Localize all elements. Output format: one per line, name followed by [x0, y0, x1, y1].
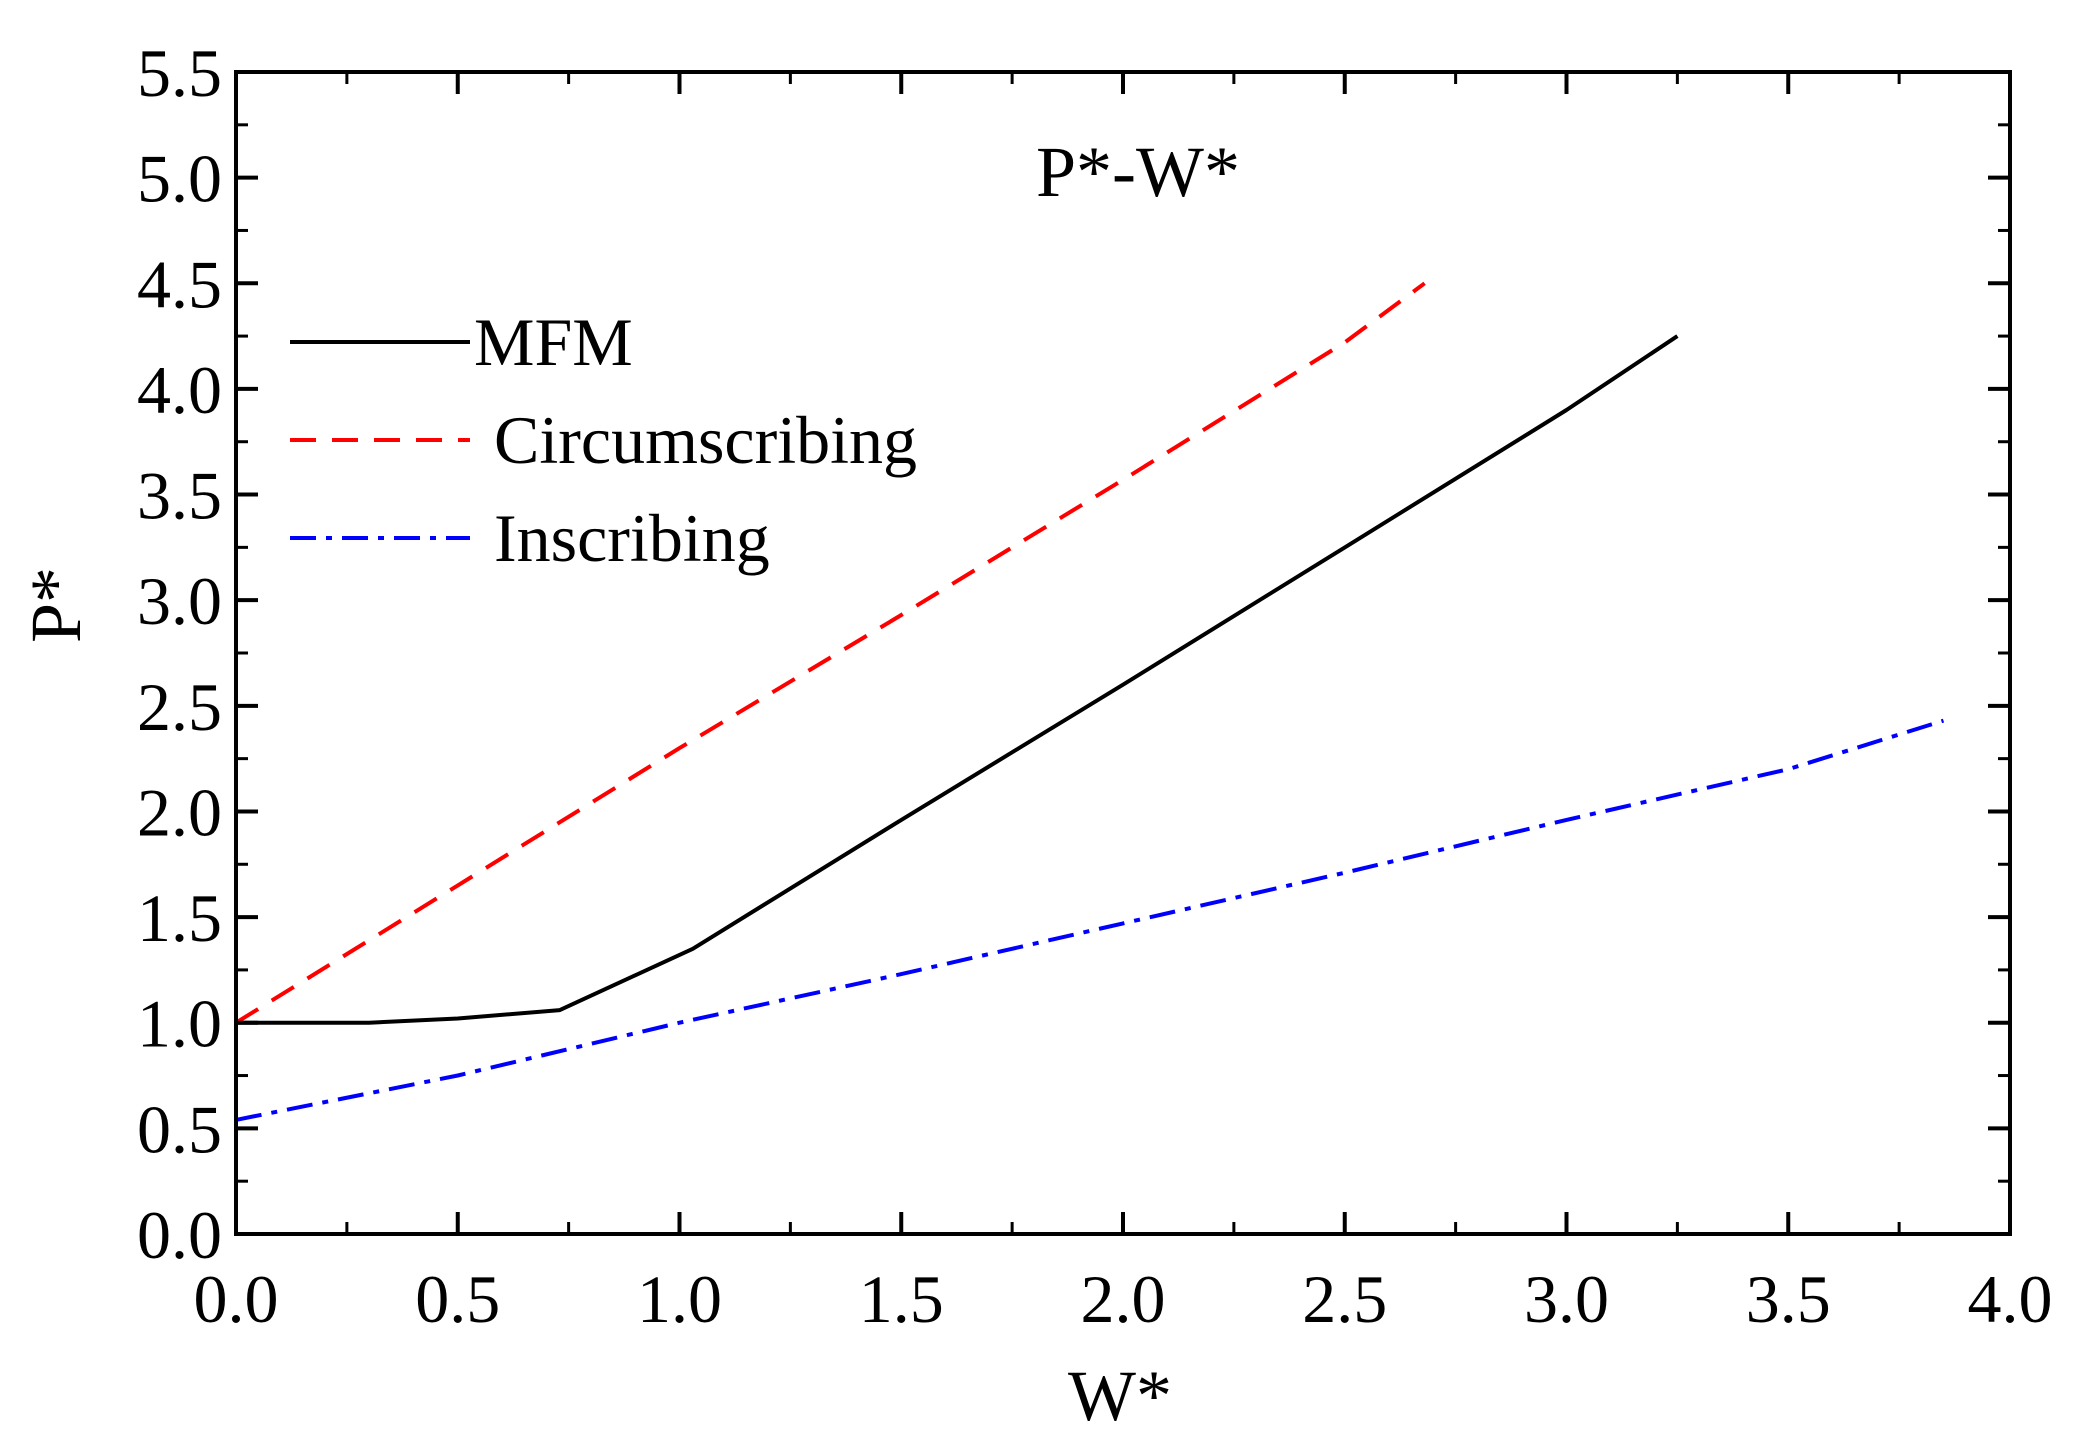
y-tick-label: 5.5: [137, 35, 222, 111]
x-tick-label: 3.0: [1524, 1261, 1609, 1337]
y-tick-label: 0.0: [137, 1197, 222, 1273]
y-axis-title: P*: [16, 567, 96, 643]
y-tick-label: 4.0: [137, 352, 222, 428]
plot-title: P*-W*: [1036, 132, 1240, 212]
series-layer: [234, 281, 1945, 1122]
tick-labels-layer: 0.0 0.5 1.0 1.5 2.0 2.5 3.0 3.5 4.0 0.0 0.5 1.0 1.5 2…: [137, 35, 2053, 1337]
legend: MFM Circumscribing Inscribing: [290, 304, 917, 576]
y-tick-label: 0.5: [137, 1091, 222, 1167]
x-tick-label: 0.0: [194, 1261, 279, 1337]
x-tick-label: 4.0: [1968, 1261, 2053, 1337]
x-tick-label: 1.5: [859, 1261, 944, 1337]
series-line-inscribing: [235, 718, 1945, 1122]
ticks-layer: [234, 70, 2012, 1236]
legend-label-mfm: MFM: [474, 304, 633, 380]
y-tick-label: 3.0: [137, 563, 222, 639]
x-tick-label: 2.0: [1081, 1261, 1166, 1337]
y-tick-label: 4.5: [137, 246, 222, 322]
y-tick-label: 1.0: [137, 986, 222, 1062]
y-tick-label: 3.5: [137, 458, 222, 534]
x-tick-label: 3.5: [1746, 1261, 1831, 1337]
y-tick-label: 5.0: [137, 141, 222, 217]
y-tick-label: 2.5: [137, 669, 222, 745]
series-line-circumscribing: [234, 281, 1426, 1025]
x-axis-title: W*: [1068, 1356, 1172, 1436]
y-tick-label: 2.0: [137, 774, 222, 850]
legend-label-circumscribing: Circumscribing: [494, 402, 917, 478]
x-tick-label: 2.5: [1302, 1261, 1387, 1337]
legend-label-inscribing: Inscribing: [494, 500, 770, 576]
x-tick-label: 1.0: [637, 1261, 722, 1337]
series-line-mfm: [236, 334, 1679, 1025]
y-tick-label: 1.5: [137, 880, 222, 956]
x-tick-label: 0.5: [415, 1261, 500, 1337]
